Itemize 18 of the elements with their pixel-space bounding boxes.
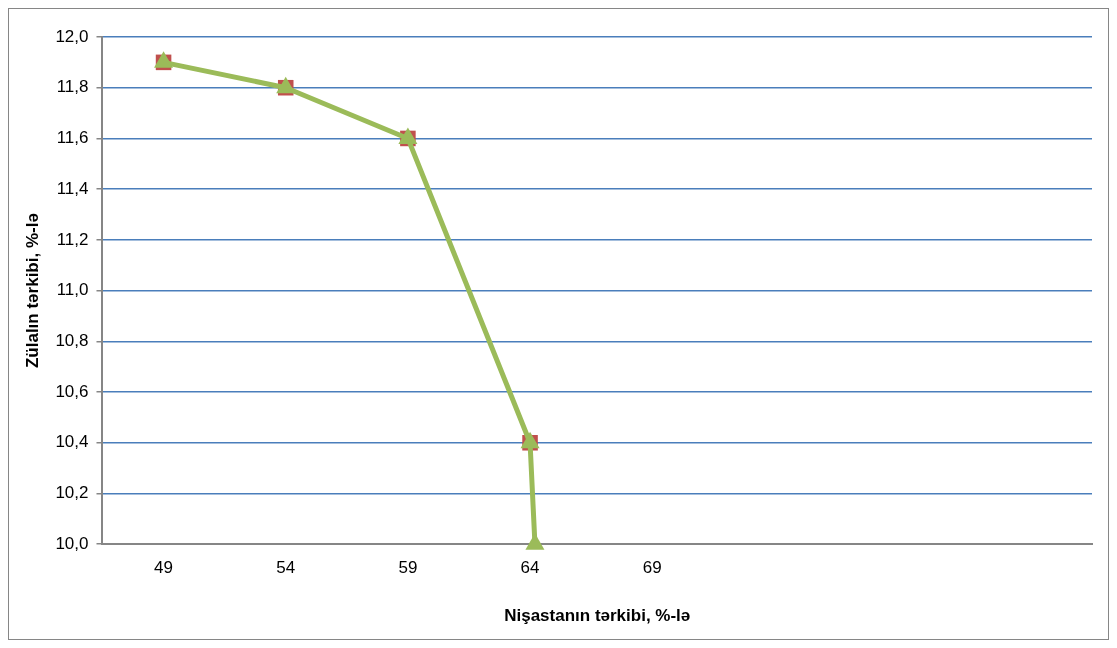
x-tick-label: 49 [154,558,174,578]
y-tick-label: 11,4 [56,178,89,198]
x-tick-label: 59 [398,558,418,578]
x-axis-title: Nişastanın tərkibi, %-lə [504,606,691,626]
y-axis-title: Zülalın tərkibi, %-lə [22,213,42,369]
y-tick-label: 10,2 [55,483,89,503]
y-tick-label: 10,6 [55,381,89,401]
y-tick-label: 11,0 [56,280,89,300]
y-tick-label: 10,4 [55,432,89,452]
x-tick-label: 64 [520,558,540,578]
y-tick-label: 11,6 [56,128,89,148]
y-tick-label: 11,2 [56,229,89,249]
x-tick-label: 69 [642,558,662,578]
x-tick-label: 54 [276,558,296,578]
y-tick-label: 10,8 [55,331,89,351]
y-tick-label: 10,0 [55,533,89,553]
y-tick-label: 12,0 [55,26,89,46]
y-tick-label: 11,8 [56,77,89,97]
